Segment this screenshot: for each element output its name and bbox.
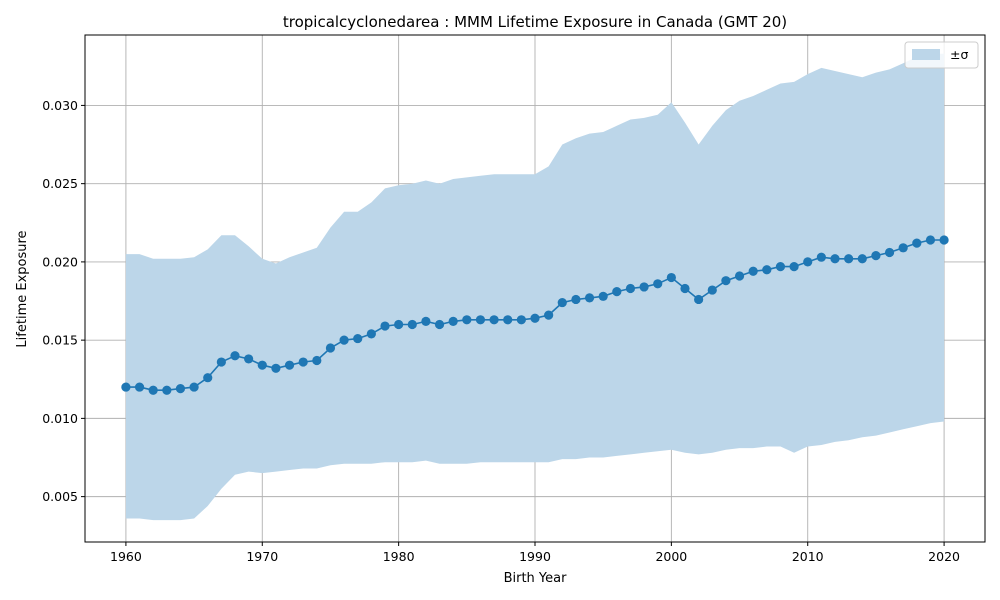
y-tick-label: 0.005 [42, 489, 78, 504]
data-point [707, 285, 717, 295]
data-point [721, 276, 731, 286]
data-point [394, 319, 404, 330]
data-point [748, 266, 758, 276]
data-point [448, 316, 458, 326]
data-point [612, 287, 622, 297]
x-tick-label: 2020 [928, 549, 960, 564]
x-tick-label: 1990 [519, 549, 551, 564]
data-point [584, 293, 595, 303]
data-point [216, 357, 226, 367]
y-axis-label: Lifetime Exposure [15, 230, 30, 347]
x-axis: 1960 1970 1980 1990 2000 2010 2020 [110, 542, 960, 564]
data-point [489, 315, 499, 325]
legend-box [904, 41, 979, 69]
data-point [407, 319, 417, 330]
data-point [121, 382, 131, 392]
data-point [257, 360, 267, 370]
data-point [816, 252, 826, 262]
data-point [789, 261, 799, 272]
x-tick-label: 2000 [655, 549, 687, 564]
y-tick-label: 0.010 [42, 411, 78, 426]
x-axis-label: Birth Year [504, 571, 568, 586]
data-point [134, 382, 145, 392]
data-point [421, 316, 431, 326]
x-tick-label: 1980 [383, 549, 415, 564]
data-point [339, 335, 349, 345]
data-point [625, 283, 636, 294]
data-point [571, 294, 581, 305]
x-tick-label: 1960 [110, 549, 142, 564]
data-point [544, 310, 554, 320]
data-point [557, 297, 567, 308]
chart-title: tropicalcyclonedarea : MMM Lifetime Expo… [283, 13, 787, 31]
y-tick-label: 0.015 [42, 333, 78, 348]
data-point [475, 315, 486, 325]
data-point [775, 261, 786, 272]
data-point [312, 355, 322, 366]
data-point [939, 235, 949, 245]
plot-area [84, 34, 986, 543]
y-tick-label: 0.020 [42, 254, 78, 269]
data-point [284, 360, 295, 370]
series-markers [121, 235, 949, 395]
data-point [244, 354, 254, 364]
data-point [175, 384, 186, 394]
data-point [734, 271, 745, 281]
data-point [516, 315, 526, 325]
data-point [380, 321, 390, 331]
data-point [803, 257, 813, 267]
data-point [871, 251, 881, 261]
legend-label-sigma: ±σ [950, 47, 968, 62]
data-point [325, 343, 336, 353]
data-point [857, 254, 867, 264]
data-point [530, 313, 540, 323]
data-point [898, 243, 908, 253]
data-point [844, 254, 854, 264]
data-point [271, 363, 281, 373]
y-tick-label: 0.025 [42, 176, 78, 191]
data-point [203, 373, 213, 383]
data-point [148, 385, 158, 395]
data-point [189, 382, 199, 392]
data-point [434, 319, 445, 330]
sigma-band [125, 53, 945, 521]
data-point [666, 272, 676, 283]
data-point [639, 282, 649, 292]
x-tick-label: 1970 [246, 549, 278, 564]
legend: ±σ [904, 41, 979, 69]
data-point [598, 291, 608, 301]
sigma-band-layer [125, 53, 945, 521]
data-point [353, 333, 363, 344]
data-point [912, 238, 922, 248]
legend-swatch-sigma [912, 49, 940, 60]
data-point [762, 265, 772, 275]
y-axis: 0.005 0.010 0.015 0.020 0.025 0.030 [42, 98, 85, 504]
data-point [298, 357, 308, 367]
data-point [680, 283, 690, 294]
y-tick-label: 0.030 [42, 98, 78, 113]
data-point [230, 351, 240, 361]
data-point [653, 279, 663, 289]
data-point [462, 315, 472, 325]
data-point [830, 254, 840, 264]
data-point [925, 235, 936, 245]
data-point [503, 315, 513, 325]
data-point [162, 385, 172, 395]
data-point [884, 247, 895, 258]
x-tick-label: 2010 [792, 549, 824, 564]
data-point [694, 294, 704, 305]
data-point [366, 329, 376, 339]
